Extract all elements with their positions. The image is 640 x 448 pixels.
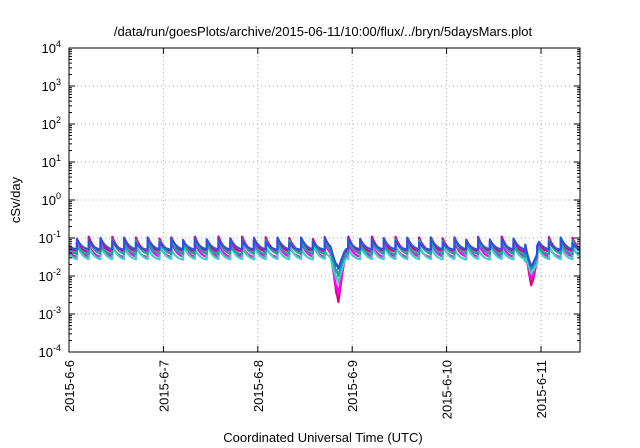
x-tick-label: 2015-6-6 bbox=[62, 360, 77, 412]
grid-lines bbox=[69, 48, 580, 352]
y-tick-label: 10-2 bbox=[39, 267, 61, 284]
x-tick-label: 2015-6-9 bbox=[345, 360, 360, 412]
y-tick-label: 10-1 bbox=[39, 229, 61, 246]
y-tick-label: 100 bbox=[42, 191, 61, 208]
y-axis-title: cSv/day bbox=[8, 176, 23, 223]
x-tick-label: 2015-6-8 bbox=[251, 360, 266, 412]
series-line bbox=[68, 236, 581, 270]
y-tick-label: 10-4 bbox=[39, 343, 61, 360]
x-tick-label: 2015-6-10 bbox=[440, 360, 455, 419]
x-axis: 2015-6-6 2015-6-7 2015-6-8 2015-6-9 2015-6-1… bbox=[62, 48, 549, 419]
series-line bbox=[68, 243, 581, 284]
x-tick-label: 2015-6-11 bbox=[534, 360, 549, 418]
series-line bbox=[68, 238, 581, 277]
y-axis: 10-4 10-3 10-2 10-1 100 101 102 103 104 bbox=[39, 39, 580, 360]
x-axis-title: Coordinated Universal Time (UTC) bbox=[223, 430, 422, 445]
y-tick-label: 101 bbox=[42, 153, 61, 170]
y-tick-label: 102 bbox=[42, 115, 61, 132]
series-layer bbox=[68, 235, 581, 304]
y-tick-label: 10-3 bbox=[39, 305, 61, 322]
y-tick-label: 103 bbox=[42, 77, 61, 94]
x-tick-label: 2015-6-7 bbox=[156, 360, 171, 412]
y-tick-label: 104 bbox=[42, 39, 61, 56]
chart-title: /data/run/goesPlots/archive/2015-06-11/1… bbox=[114, 24, 533, 39]
